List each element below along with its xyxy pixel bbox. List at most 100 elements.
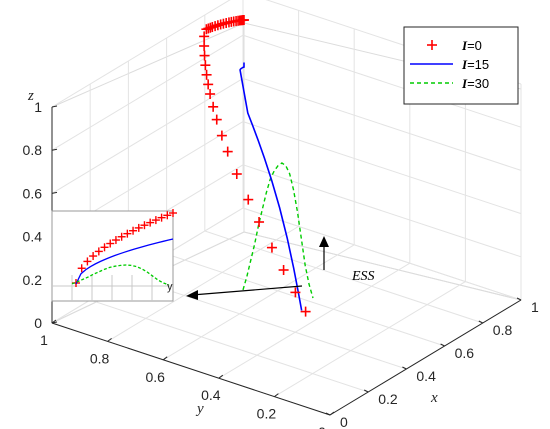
inset-i30-line xyxy=(71,264,170,286)
legend-value: =30 xyxy=(467,76,489,91)
x-tick-mark xyxy=(363,389,369,393)
legend-var: I xyxy=(461,38,468,53)
y-tick-mark xyxy=(274,393,279,398)
x-tick-label: 0.2 xyxy=(378,391,398,407)
x-tick-label: 1 xyxy=(531,299,539,315)
inset-series-layer xyxy=(71,209,177,287)
ess-arrowhead xyxy=(319,236,329,247)
x-tick-mark xyxy=(325,412,331,416)
x-tick-mark xyxy=(478,320,484,324)
inset-i0-marker xyxy=(140,221,149,230)
series-i0-marker xyxy=(239,15,249,25)
ess-label: ESS xyxy=(351,269,375,284)
series-i0-marker xyxy=(243,194,254,205)
z-tick-mark xyxy=(51,191,58,194)
inset-i0-marker xyxy=(111,236,120,245)
z-tick-mark xyxy=(51,148,58,151)
x-tick-label: 0.6 xyxy=(455,345,475,361)
inset-i0-marker xyxy=(146,218,155,227)
series-i0-marker xyxy=(199,31,210,42)
inset-i0-marker xyxy=(169,209,177,217)
x-axis-label: x xyxy=(430,390,438,406)
inset-i0-marker xyxy=(129,226,138,235)
series-i0-marker xyxy=(231,169,242,179)
legend-box xyxy=(403,26,519,105)
legend-entry-i-30: I=30 xyxy=(410,76,489,91)
series-i0-marker xyxy=(199,41,210,51)
y-tick-label: 0.4 xyxy=(201,387,221,403)
inset-i0-marker xyxy=(134,223,143,232)
series-i0-marker xyxy=(266,242,277,253)
z-axis-label: z xyxy=(27,88,34,104)
y-tick-mark xyxy=(51,319,57,324)
x-tick-label: 0.8 xyxy=(493,322,513,338)
inset-i0-marker xyxy=(151,216,160,225)
inset-i0-marker xyxy=(117,232,126,241)
x-tick-mark xyxy=(440,343,445,347)
inset-pointer-arrow xyxy=(191,285,303,296)
inset-i0-marker xyxy=(83,257,92,266)
y-tick-label: 0.6 xyxy=(145,369,165,385)
inset-i0-marker xyxy=(89,252,98,261)
y-axis-line xyxy=(51,322,331,416)
z-tick-label: 0.6 xyxy=(23,185,43,201)
legend-label: I=30 xyxy=(461,76,489,91)
inset-i0-marker xyxy=(163,211,172,220)
z-tick-mark xyxy=(51,105,58,108)
series-layer xyxy=(199,15,314,317)
inset-i0-marker xyxy=(77,264,86,273)
z-tick-label: 1 xyxy=(34,99,42,115)
inset-y-label: y xyxy=(167,281,173,293)
z-tick-label: 0.4 xyxy=(23,229,43,245)
x-tick-label: 0.4 xyxy=(416,368,436,384)
ticks: 0 0.2 0.4 0.6 0.8 1 1 0.8 0.6 0.4 0.2 0 0 0.2 0.4 0.6 0.… xyxy=(23,99,539,429)
x-tick-mark xyxy=(516,297,522,301)
y-tick-mark xyxy=(107,337,112,342)
legend-entries: I=0I=15I=30 xyxy=(410,38,489,91)
series-i0-marker xyxy=(199,50,210,61)
series-i0-marker xyxy=(216,130,227,141)
series-i0-marker xyxy=(300,306,311,317)
z-tick-label: 0 xyxy=(34,315,42,331)
series-i0-marker xyxy=(205,89,216,99)
inset-grid xyxy=(52,275,173,301)
series-i0-marker xyxy=(278,265,289,275)
legend: I=0I=15I=30 xyxy=(403,26,519,105)
legend-var: I xyxy=(461,76,468,91)
series-i15-line xyxy=(239,62,303,311)
legend-label: I=15 xyxy=(461,57,489,72)
series-i0-marker xyxy=(203,79,214,90)
y-tick-mark xyxy=(329,411,335,416)
annotations: ESS y xyxy=(167,236,375,300)
x-tick-label: 0 xyxy=(340,414,348,429)
legend-value: =15 xyxy=(467,57,489,72)
inset-pointer-arrowhead xyxy=(186,290,198,300)
series-i0-marker xyxy=(290,287,301,298)
inset-i0-marker xyxy=(106,239,115,248)
y-axis-label: y xyxy=(195,401,204,417)
series-i0-marker xyxy=(211,114,222,125)
series-i0-marker xyxy=(200,60,211,71)
legend-label: I=0 xyxy=(461,38,482,53)
inset-i0-marker xyxy=(157,213,166,222)
legend-value: =0 xyxy=(467,38,482,53)
legend-entry-i-15: I=15 xyxy=(410,57,489,72)
y-tick-mark xyxy=(218,374,224,379)
series-i30-line xyxy=(242,162,314,299)
x-tick-mark xyxy=(402,366,407,370)
series-i0-marker xyxy=(201,69,212,80)
z-tick-label: 0.2 xyxy=(23,272,43,288)
inset-i0-marker xyxy=(100,243,109,252)
inset-i0-marker xyxy=(94,247,103,256)
series-i0-marker xyxy=(208,101,219,112)
y-tick-mark xyxy=(162,356,168,361)
x-axis-line xyxy=(329,299,522,416)
series-i0-marker xyxy=(254,217,265,227)
y-tick-label: 0.2 xyxy=(257,406,277,422)
z-tick-label: 0.8 xyxy=(23,142,43,158)
series-i0-marker xyxy=(222,146,233,157)
y-tick-label: 1 xyxy=(40,332,48,348)
inset-i0-marker xyxy=(123,229,132,238)
inset-i15-line xyxy=(75,238,174,285)
